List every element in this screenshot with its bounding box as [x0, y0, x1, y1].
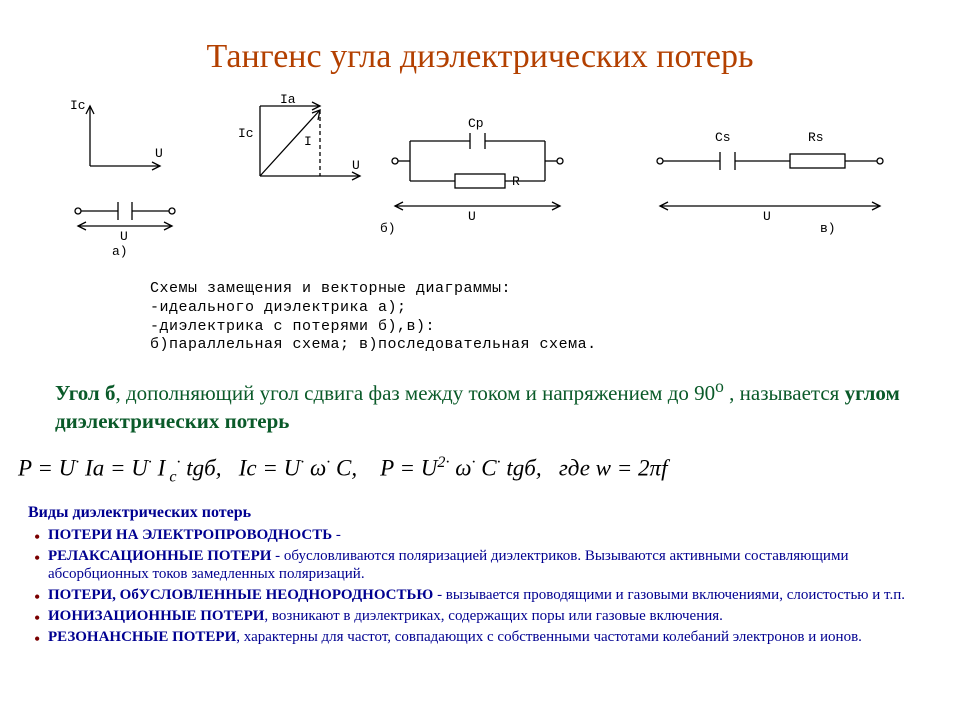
- caption-line-2: -идеального диэлектрика а);: [150, 299, 960, 318]
- label-c: в): [820, 221, 836, 236]
- label-u-b1: U: [352, 158, 360, 173]
- label-u-c: U: [763, 209, 771, 224]
- type-desc: -: [332, 527, 341, 543]
- type-item: ИОНИЗАЦИОННЫЕ ПОТЕРИ, возникают в диэлек…: [28, 607, 930, 626]
- label-rs: Rs: [808, 130, 824, 145]
- type-desc: , возникают в диэлектриках, содержащих п…: [264, 608, 723, 624]
- page-title: Тангенс угла диэлектрических потерь: [0, 0, 960, 76]
- caption-line-4: б)параллельная схема; в)последовательная…: [150, 336, 960, 355]
- type-item: ПОТЕРИ НА ЭЛЕКТРОПРОВОДНОСТЬ -: [28, 526, 930, 545]
- label-a: а): [112, 244, 128, 259]
- diagrams-svg: [60, 96, 920, 266]
- type-item: ПОТЕРИ, ОбУСЛОВЛЕННЫЕ НЕОДНОРОДНОСТЬЮ - …: [28, 586, 930, 605]
- type-desc: - вызывается проводящими и газовыми вклю…: [433, 587, 905, 603]
- type-term: РЕЗОНАНСНЫЕ ПОТЕРИ: [48, 629, 236, 645]
- label-ic-b: Ic: [238, 126, 254, 141]
- label-cs: Cs: [715, 130, 731, 145]
- type-item: РЕЛАКСАЦИОННЫЕ ПОТЕРИ - обусловливаются …: [28, 547, 930, 585]
- label-b: б): [380, 221, 396, 236]
- type-term: ПОТЕРИ, ОбУСЛОВЛЕННЫЕ НЕОДНОРОДНОСТЬЮ: [48, 587, 433, 603]
- type-term: ИОНИЗАЦИОННЫЕ ПОТЕРИ: [48, 608, 264, 624]
- diagram-area: Ic U U а) Ia Ic I U Cp R U б) Cs Rs U в): [60, 96, 920, 276]
- type-term: РЕЛАКСАЦИОННЫЕ ПОТЕРИ: [48, 548, 271, 564]
- def-part1: Угол б: [55, 381, 115, 405]
- type-desc: , характерны для частот, совпадающих с с…: [236, 629, 862, 645]
- caption-line-3: -диэлектрика с потерями б),в):: [150, 318, 960, 337]
- label-r: R: [512, 174, 520, 189]
- scheme-caption: Схемы замещения и векторные диаграммы: -…: [150, 280, 960, 355]
- definition-block: Угол б, дополняющий угол сдвига фаз межд…: [55, 375, 920, 436]
- label-ic-a: Ic: [70, 98, 86, 113]
- types-title: Виды диэлектрических потерь: [28, 504, 960, 522]
- def-part2: , дополняющий угол сдвига фаз между токо…: [115, 381, 715, 405]
- caption-line-1: Схемы замещения и векторные диаграммы:: [150, 280, 960, 299]
- label-u-a2: U: [120, 229, 128, 244]
- type-term: ПОТЕРИ НА ЭЛЕКТРОПРОВОДНОСТЬ: [48, 527, 332, 543]
- label-u-b2: U: [468, 209, 476, 224]
- label-i-b: I: [304, 134, 312, 149]
- formula-line: P = U· Ia = U· I c· tgб, Ic = U· ω· C, P…: [18, 454, 942, 486]
- type-item: РЕЗОНАНСНЫЕ ПОТЕРИ, характерны для часто…: [28, 628, 930, 647]
- label-ia: Ia: [280, 92, 296, 107]
- def-part3: , называется: [724, 381, 845, 405]
- types-list: ПОТЕРИ НА ЭЛЕКТРОПРОВОДНОСТЬ - РЕЛАКСАЦИ…: [28, 526, 930, 647]
- label-cp: Cp: [468, 116, 484, 131]
- def-deg: о: [715, 376, 724, 396]
- label-u-a1: U: [155, 146, 163, 161]
